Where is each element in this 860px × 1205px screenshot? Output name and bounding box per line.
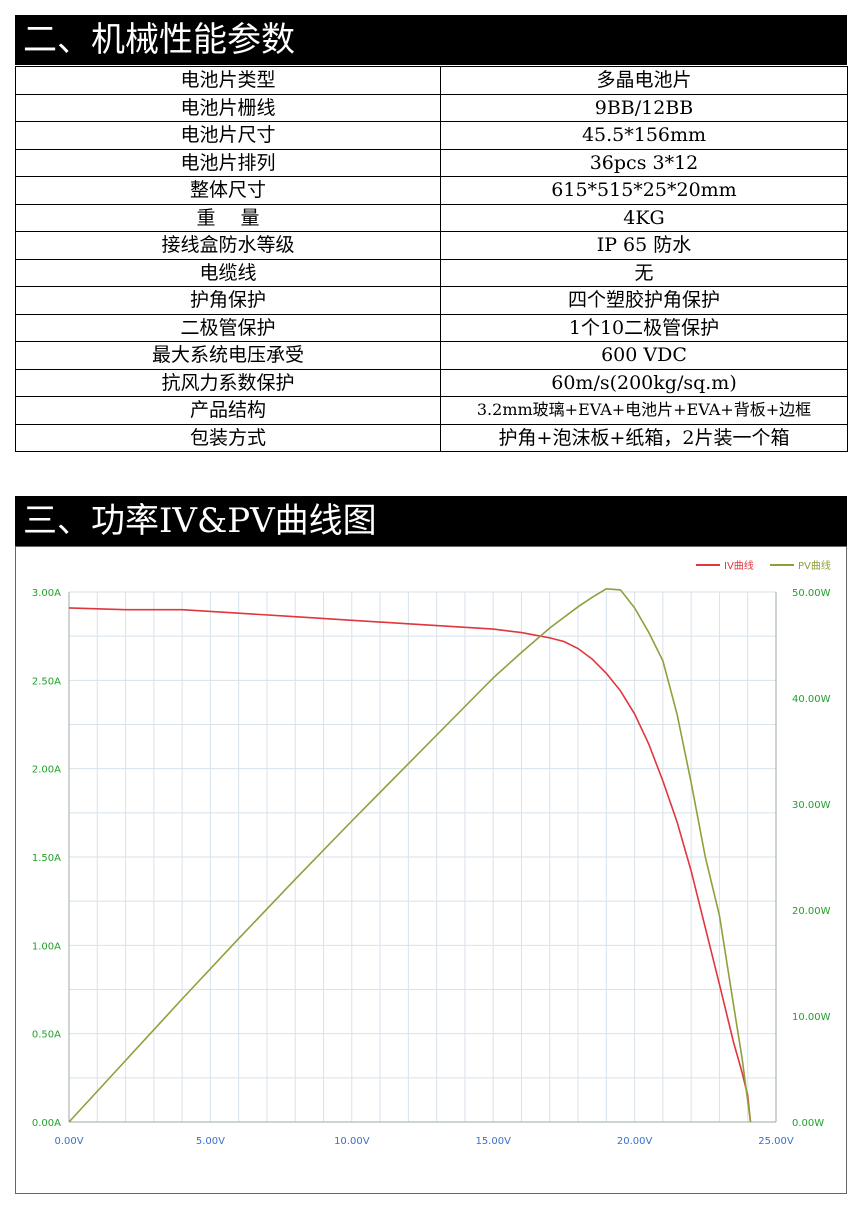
spec-row: 接线盒防水等级 IP 65 防水 <box>15 231 848 260</box>
spec-row: 护角保护 四个塑胶护角保护 <box>15 286 848 315</box>
spec-label: 重 量 <box>15 203 441 232</box>
x-tick-label: 20.00V <box>617 1136 653 1147</box>
y-left-tick-label: 0.00A <box>32 1118 61 1129</box>
chart-svg: 0.00A 0.50A 1.00A 1.50A 2.00A 2.50A 3.00A 0.00W… <box>32 559 831 1147</box>
spec-row: 最大系统电压承受 600 VDC <box>15 341 848 370</box>
y-right-tick-label: 20.00W <box>792 906 831 917</box>
spec-label: 电池片尺寸 <box>15 121 441 150</box>
spec-value: 3.2mm玻璃+EVA+电池片+EVA+背板+边框 <box>440 396 848 425</box>
iv-curve-line <box>68 607 752 1123</box>
y-left-tick-label: 0.50A <box>32 1030 61 1041</box>
spec-value: IP 65 防水 <box>440 231 848 260</box>
spec-label: 接线盒防水等级 <box>15 231 441 260</box>
spec-label: 电池片排列 <box>15 148 441 177</box>
spec-value: 四个塑胶护角保护 <box>440 286 848 315</box>
y-left-tick-label: 2.50A <box>32 676 61 687</box>
spec-value: 9BB/12BB <box>440 93 848 122</box>
spec-value: 45.5*156mm <box>440 121 848 150</box>
spec-label: 二极管保护 <box>15 313 441 342</box>
y-right-tick-label: 40.00W <box>792 694 831 705</box>
spec-value: 36pcs 3*12 <box>440 148 848 177</box>
spec-label: 整体尺寸 <box>15 176 441 205</box>
x-tick-label: 0.00V <box>54 1136 83 1147</box>
legend-pv-label: PV曲线 <box>798 559 831 572</box>
spec-row: 整体尺寸 615*515*25*20mm <box>15 176 848 205</box>
spec-row: 包装方式 护角+泡沫板+纸箱，2片装一个箱 <box>15 423 848 452</box>
spec-label: 电池片栅线 <box>15 93 441 122</box>
y-left-tick-label: 1.50A <box>32 853 61 864</box>
y-right-tick-label: 0.00W <box>792 1118 824 1129</box>
spec-value: 护角+泡沫板+纸箱，2片装一个箱 <box>440 423 848 452</box>
spec-row: 抗风力系数保护 60m/s(200kg/sq.m) <box>15 368 848 397</box>
x-tick-label: 15.00V <box>475 1136 511 1147</box>
legend-iv-label: IV曲线 <box>724 559 754 572</box>
section-curve-title: 三、功率IV&PV曲线图 <box>15 496 847 546</box>
spec-label: 电缆线 <box>15 258 441 287</box>
spec-label: 产品结构 <box>15 396 441 425</box>
y-left-tick-label: 1.00A <box>32 941 61 952</box>
spec-row: 重 量 4KG <box>15 203 848 232</box>
x-tick-label: 5.00V <box>196 1136 225 1147</box>
spec-table-body: 电池片类型 多晶电池片 电池片栅线 9BB/12BB 电池片尺寸 45.5*156mm 电池… <box>15 66 848 452</box>
spec-label: 护角保护 <box>15 286 441 315</box>
x-tick-label: 10.00V <box>334 1136 370 1147</box>
spec-row: 电池片排列 36pcs 3*12 <box>15 148 848 177</box>
y-right-tick-label: 50.00W <box>792 588 831 599</box>
spec-label: 抗风力系数保护 <box>15 368 441 397</box>
spec-label: 包装方式 <box>15 423 441 452</box>
y-left-tick-label: 2.00A <box>32 765 61 776</box>
pv-curve-line <box>68 587 752 1123</box>
spec-row: 产品结构 3.2mm玻璃+EVA+电池片+EVA+背板+边框 <box>15 396 848 425</box>
iv-pv-chart: 0.00A 0.50A 1.00A 1.50A 2.00A 2.50A 3.00A 0.00W… <box>15 546 847 1194</box>
x-tick-label: 25.00V <box>758 1136 794 1147</box>
spec-value: 600 VDC <box>440 341 848 370</box>
y-right-tick-label: 30.00W <box>792 800 831 811</box>
y-left-tick-label: 3.00A <box>32 588 61 599</box>
spec-table: 电池片类型 多晶电池片 电池片栅线 9BB/12BB 电池片尺寸 45.5*156mm 电池… <box>15 66 848 452</box>
y-right-tick-label: 10.00W <box>792 1012 831 1023</box>
spec-row: 电池片栅线 9BB/12BB <box>15 93 848 122</box>
spec-row: 电池片尺寸 45.5*156mm <box>15 121 848 150</box>
spec-row: 二极管保护 1个10二极管保护 <box>15 313 848 342</box>
spec-value: 4KG <box>440 203 848 232</box>
spec-row: 电缆线无 <box>15 258 848 287</box>
spec-value: 多晶电池片 <box>440 66 848 95</box>
spec-label: 最大系统电压承受 <box>15 341 441 370</box>
section-mechanical-title: 二、机械性能参数 <box>15 15 847 65</box>
spec-value: 615*515*25*20mm <box>440 176 848 205</box>
spec-value: 60m/s(200kg/sq.m) <box>440 368 848 397</box>
spec-label: 电池片类型 <box>15 66 441 95</box>
spec-value: 无 <box>440 258 848 287</box>
spec-row: 电池片类型 多晶电池片 <box>15 66 848 95</box>
spec-value: 1个10二极管保护 <box>440 313 848 342</box>
